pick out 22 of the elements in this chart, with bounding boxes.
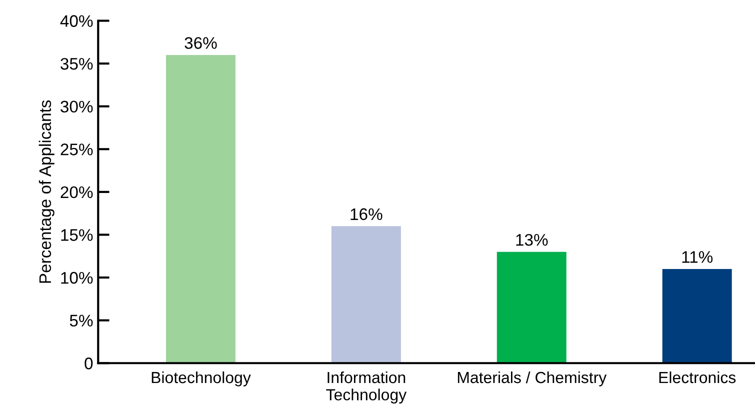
y-tick-label: 35% xyxy=(60,58,93,70)
data-label: 36% xyxy=(184,37,217,49)
y-axis-title: Percentage of Applicants xyxy=(38,100,54,283)
bar xyxy=(662,268,732,364)
y-tick-label: 0 xyxy=(84,358,93,370)
bar xyxy=(331,226,401,364)
y-tick-label: 5% xyxy=(70,314,93,327)
y-tick-label: 10% xyxy=(61,272,93,284)
y-tick-label: 25% xyxy=(60,144,93,156)
data-label: 11% xyxy=(682,251,713,263)
y-tick-label: 15% xyxy=(61,229,93,241)
bar xyxy=(496,252,566,364)
y-tick-label: 20% xyxy=(60,186,93,198)
y-tick-label: 30% xyxy=(60,100,93,113)
data-label: 16% xyxy=(350,208,382,220)
data-label: 13% xyxy=(516,234,548,246)
y-tick-label: 40% xyxy=(60,15,93,27)
bar xyxy=(166,54,236,364)
x-tick-label: Materials / Chemistry xyxy=(458,371,607,386)
x-tick-label: Biotechnology xyxy=(152,371,251,386)
x-tick-label: Electronics xyxy=(659,371,736,384)
x-tick-label: Information Technology xyxy=(326,371,407,404)
